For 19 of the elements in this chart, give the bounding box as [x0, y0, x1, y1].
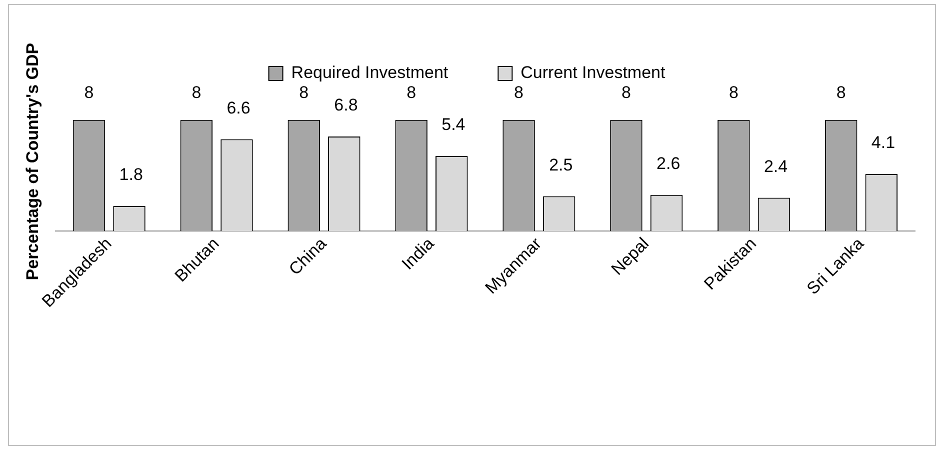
data-label: 8 [299, 83, 309, 102]
data-label: 6.8 [334, 96, 358, 115]
data-label: 2.6 [656, 154, 680, 174]
data-label: 8 [192, 83, 202, 102]
data-label: 2.4 [764, 156, 788, 176]
data-label: 2.5 [549, 155, 573, 174]
data-label: 8 [84, 83, 94, 102]
data-label: 8 [406, 83, 416, 102]
data-label: 8 [514, 83, 524, 102]
legend-label: Current Investment [520, 63, 666, 82]
legend-label: Required Investment [291, 63, 448, 82]
data-label: 6.6 [226, 98, 250, 118]
data-label: 8 [621, 83, 631, 102]
data-label: 8 [728, 83, 738, 102]
data-label: 8 [836, 83, 846, 102]
y-axis-title: Percentage of Country's GDP [22, 42, 42, 280]
data-label: 5.4 [442, 115, 466, 134]
data-label: 4.1 [871, 133, 896, 152]
data-label: 1.8 [119, 165, 143, 184]
